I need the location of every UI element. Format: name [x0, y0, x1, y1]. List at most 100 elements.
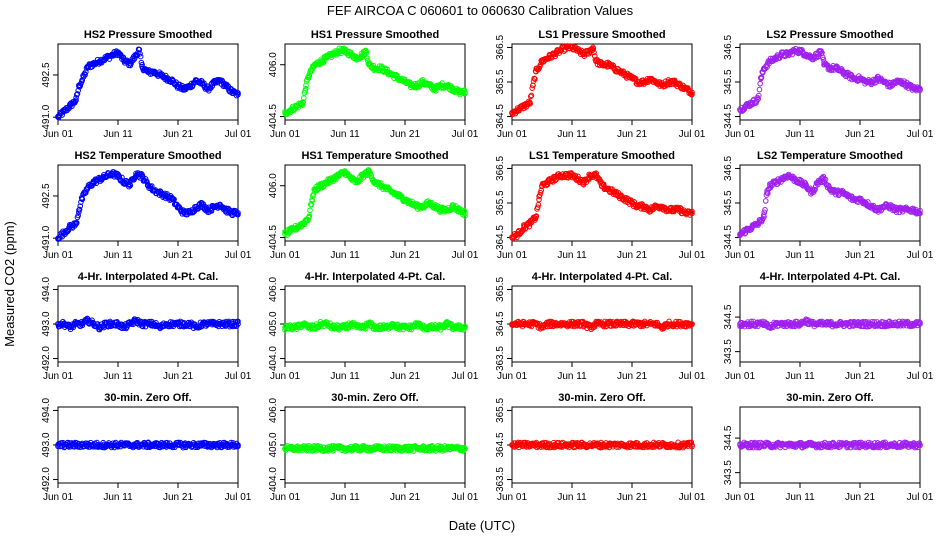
panel-title: LS1 Pressure Smoothed [538, 29, 665, 41]
series-LS2 [737, 45, 923, 114]
data-point [142, 176, 149, 182]
x-tick-label: Jun 01 [497, 371, 527, 382]
data-point [514, 234, 520, 241]
panel-title: 4-Hr. Interpolated 4-Pt. Cal. [78, 271, 219, 283]
panel-title: LS1 Temperature Smoothed [529, 150, 675, 162]
y-tick-label: 343.5 [723, 339, 734, 364]
data-point [689, 208, 695, 215]
series-HS1 [282, 443, 468, 454]
y-tick-label: 343.5 [723, 460, 734, 485]
panel-title: 30-min. Zero Off. [558, 392, 645, 404]
data-point [364, 55, 370, 61]
panel-title: HS1 Pressure Smoothed [311, 29, 439, 41]
x-tick-label: Jun 11 [785, 129, 815, 140]
series-HS1 [282, 45, 468, 117]
y-tick-label: 406.0 [268, 277, 279, 302]
x-tick-label: Jun 11 [557, 492, 587, 503]
y-tick-label: 406.0 [268, 173, 279, 198]
y-tick-label: 345.5 [723, 69, 734, 94]
data-point [530, 82, 536, 89]
panel-title: 30-min. Zero Off. [331, 392, 418, 404]
data-point [339, 45, 345, 52]
series-LS1 [509, 439, 695, 451]
y-tick-label: 405.0 [268, 311, 279, 336]
data-point [363, 50, 370, 56]
x-tick-label: Jul 01 [907, 492, 934, 503]
y-tick-label: 406.0 [268, 52, 279, 77]
data-point [137, 50, 143, 57]
data-point [368, 172, 374, 179]
x-tick-label: Jun 01 [725, 250, 755, 261]
x-tick-label: Jul 01 [907, 250, 934, 261]
y-tick-label: 493.0 [41, 311, 52, 336]
x-tick-label: Jun 11 [103, 492, 133, 503]
data-point [739, 107, 746, 114]
x-tick-label: Jul 01 [452, 371, 479, 382]
data-point [398, 192, 404, 199]
panel-title: HS2 Temperature Smoothed [74, 150, 221, 162]
y-tick-label: 365.5 [495, 398, 506, 423]
data-point [130, 57, 136, 64]
x-tick-label: Jun 21 [390, 492, 420, 503]
x-tick-label: Jun 01 [497, 250, 527, 261]
x-tick-label: Jun 11 [785, 371, 815, 382]
data-point [561, 48, 567, 54]
data-point [575, 173, 581, 180]
y-tick-label: 344.5 [723, 304, 734, 329]
series-LS1 [509, 43, 695, 118]
x-tick-label: Jul 01 [225, 250, 252, 261]
data-point [917, 87, 923, 94]
data-point [536, 192, 543, 198]
y-tick-label: 363.5 [495, 346, 506, 371]
data-point [532, 76, 538, 82]
x-tick-label: Jun 11 [330, 129, 360, 140]
panel-11: 4-Hr. Interpolated 4-Pt. Cal.Jun 01 Jun 1… [495, 271, 706, 382]
x-tick-label: Jun 21 [845, 250, 875, 261]
x-tick-label: Jun 11 [103, 371, 133, 382]
data-point [425, 80, 431, 87]
series-HS2 [55, 439, 241, 451]
x-tick-label: Jun 11 [103, 250, 133, 261]
x-tick-label: Jul 01 [679, 492, 706, 503]
y-tick-label: 494.0 [41, 277, 52, 302]
plot-frame [284, 43, 466, 121]
data-point [527, 93, 534, 100]
data-point [75, 212, 81, 219]
x-tick-label: Jun 01 [270, 371, 300, 382]
panel-title: HS2 Pressure Smoothed [84, 29, 212, 41]
data-point [139, 61, 145, 68]
data-point [72, 98, 79, 105]
x-tick-label: Jul 01 [907, 129, 934, 140]
series-HS1 [282, 167, 468, 238]
x-tick-label: Jun 01 [497, 492, 527, 503]
y-tick-label: 345.5 [723, 190, 734, 215]
x-tick-label: Jun 01 [43, 492, 73, 503]
data-point [762, 207, 768, 213]
data-point [65, 227, 72, 234]
data-point [760, 212, 767, 218]
x-axis-label: Date (UTC) [449, 518, 515, 533]
data-point [761, 209, 768, 216]
data-point [535, 201, 542, 208]
y-tick-label: 491.0 [41, 104, 52, 129]
data-point [235, 90, 241, 96]
y-tick-label: 364.5 [495, 225, 506, 250]
x-tick-label: Jul 01 [452, 492, 479, 503]
y-tick-label: 364.5 [495, 104, 506, 129]
panel-title: LS2 Temperature Smoothed [757, 150, 903, 162]
data-point [306, 213, 313, 219]
y-tick-label: 491.0 [41, 225, 52, 250]
y-tick-label: 492.5 [41, 62, 52, 87]
x-tick-label: Jul 01 [907, 371, 934, 382]
data-point [523, 225, 529, 231]
y-tick-label: 404.0 [268, 346, 279, 371]
x-tick-label: Jun 21 [390, 250, 420, 261]
series-HS2 [55, 46, 241, 121]
y-tick-label: 344.5 [723, 425, 734, 450]
y-tick-label: 365.5 [495, 69, 506, 94]
